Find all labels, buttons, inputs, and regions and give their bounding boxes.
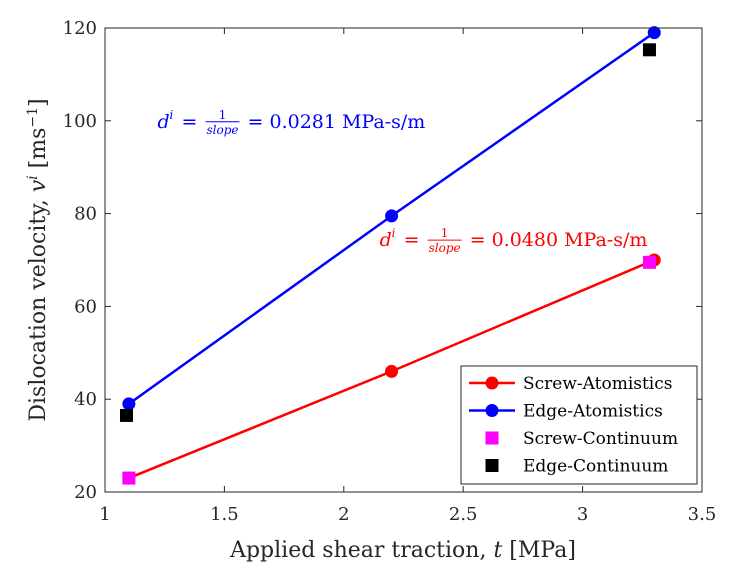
annotation-numerator: 1 <box>441 226 449 240</box>
x-tick-label: 2 <box>338 504 349 525</box>
legend: Screw-Atomistics Edge-Atomistics Screw-Con… <box>460 365 698 485</box>
x-tick-label: 1 <box>99 504 110 525</box>
y-tick-labels: 20 40 60 80 100 120 <box>63 18 97 503</box>
legend-label: Screw-Continuum <box>523 429 678 449</box>
edge-atomistics-point <box>122 397 136 411</box>
legend-marker <box>485 404 499 417</box>
annotation-superscript: i <box>170 108 174 122</box>
annotation-value: = 0.0281 MPa-s/m <box>248 111 426 133</box>
legend-item-screw-continuum: Screw-Continuum <box>485 429 678 449</box>
y-tick-label: 20 <box>74 482 97 503</box>
x-tick-label: 3.5 <box>688 504 717 525</box>
annotation-symbol: d <box>158 111 170 133</box>
x-tick-label: 2.5 <box>449 504 478 525</box>
x-tick-label: 1.5 <box>210 504 239 525</box>
y-tick-label: 60 <box>74 296 97 317</box>
legend-marker <box>485 376 499 390</box>
x-axis-label: Applied shear traction, t [MPa] <box>229 538 576 563</box>
edge-continuum-point <box>642 43 656 57</box>
legend-marker <box>485 459 499 472</box>
legend-item-screw-atomistics: Screw-Atomistics <box>469 374 673 394</box>
annotation-symbol: d <box>380 229 392 251</box>
legend-box <box>460 365 698 485</box>
annotation-numerator: 1 <box>219 108 227 122</box>
edge-atomistics-point <box>647 26 661 40</box>
annotation-denominator: slope <box>207 123 239 137</box>
annotation-equals: = <box>182 111 198 133</box>
legend-label: Edge-Continuum <box>523 457 668 477</box>
plot-series <box>119 26 661 485</box>
annotation-denominator: slope <box>429 241 461 255</box>
edge-atomistics-point <box>385 209 399 223</box>
y-axis-label: Dislocation velocity, vi [ms−1] <box>25 98 51 421</box>
annotation-value: = 0.0480 MPa-s/m <box>470 229 648 251</box>
legend-label: Screw-Atomistics <box>523 374 673 394</box>
y-tick-label: 40 <box>74 389 97 410</box>
screw-atomistics-point <box>385 364 399 378</box>
plot-frame <box>104 27 703 493</box>
screw-continuum-point <box>122 471 136 485</box>
legend-marker <box>485 431 499 445</box>
x-tick-labels: 1 1.5 2 2.5 3 3.5 <box>99 504 716 525</box>
y-tick-label: 80 <box>74 204 97 225</box>
y-tick-label: 100 <box>63 111 97 132</box>
legend-label: Edge-Atomistics <box>523 402 663 422</box>
y-tick-label: 120 <box>63 18 97 39</box>
legend-item-edge-continuum: Edge-Continuum <box>485 457 668 477</box>
annotation-equals: = <box>404 229 420 251</box>
annotation-superscript: i <box>392 226 396 240</box>
screw-continuum-point <box>642 255 656 269</box>
x-tick-label: 3 <box>577 504 588 525</box>
edge-continuum-point <box>119 408 133 422</box>
legend-item-edge-atomistics: Edge-Atomistics <box>469 402 663 422</box>
